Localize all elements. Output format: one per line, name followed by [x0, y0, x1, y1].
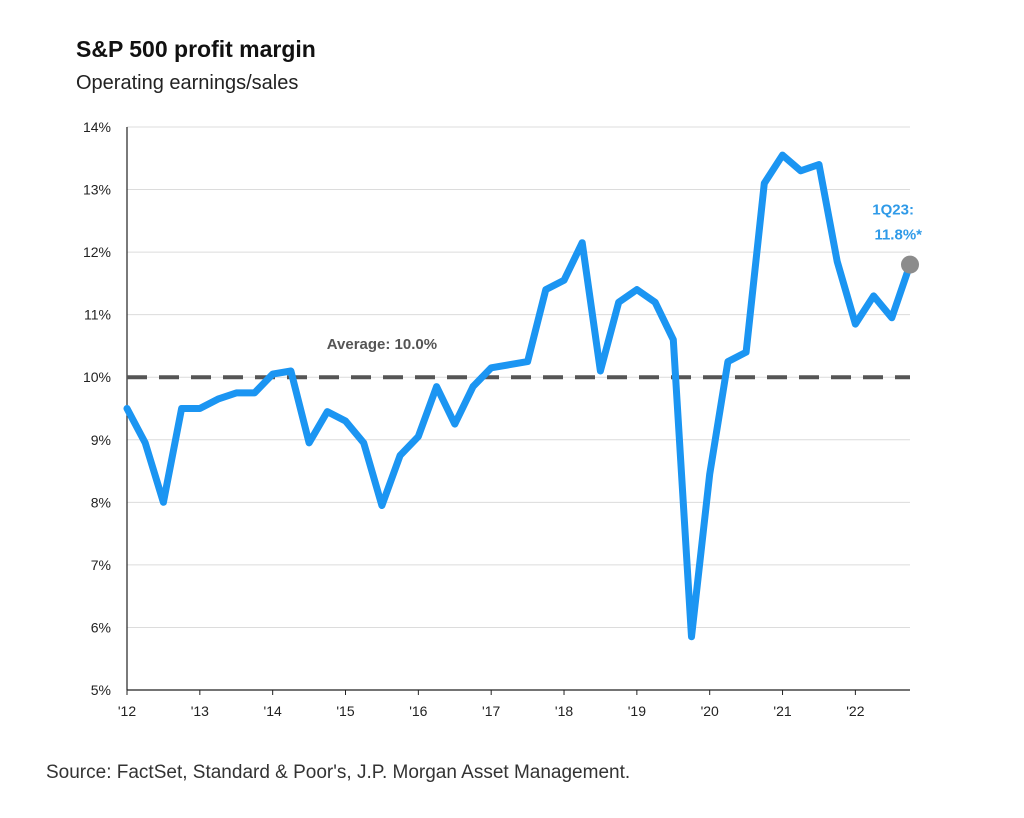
y-tick-label: 9% [91, 432, 111, 448]
y-tick-label: 12% [83, 244, 111, 260]
y-tick-label: 8% [91, 494, 111, 510]
y-tick-label: 5% [91, 682, 111, 698]
chart-subtitle: Operating earnings/sales [76, 72, 299, 94]
x-tick-label: '18 [555, 703, 573, 719]
y-tick-label: 11% [84, 307, 111, 323]
y-tick-label: 14% [83, 119, 111, 135]
average-label: Average: 10.0% [327, 336, 437, 353]
x-tick-label: '13 [191, 703, 209, 719]
x-tick-label: '12 [118, 703, 136, 719]
x-axis-ticks: '12 '13 '14 '15 '16 '17 '18 '19 '20 '21 '22 [118, 690, 865, 719]
x-tick-label: '14 [264, 703, 282, 719]
latest-point-marker [901, 255, 919, 274]
x-tick-label: '16 [409, 703, 427, 719]
grid-lines [127, 126, 910, 628]
y-tick-label: 13% [83, 182, 111, 198]
x-tick-label: '20 [701, 703, 719, 719]
x-tick-label: '17 [482, 703, 500, 719]
profit-margin-series-line [123, 151, 914, 641]
y-tick-label: 7% [91, 557, 111, 573]
x-tick-label: '19 [628, 703, 646, 719]
source-note: Source: FactSet, Standard & Poor's, J.P.… [46, 762, 631, 783]
x-tick-label: '22 [846, 703, 864, 719]
x-tick-label: '15 [336, 703, 354, 719]
y-axis-ticks: 5% 6% 7% 8% 9% 10% 11% 12% 13% 14% [83, 119, 111, 698]
latest-annotation-value: 11.8%* [874, 227, 922, 244]
latest-annotation-period: 1Q23: [872, 202, 914, 219]
y-tick-label: 6% [91, 619, 111, 635]
y-tick-label: 10% [83, 369, 111, 385]
chart-title: S&P 500 profit margin [76, 36, 316, 62]
x-tick-label: '21 [773, 703, 791, 719]
